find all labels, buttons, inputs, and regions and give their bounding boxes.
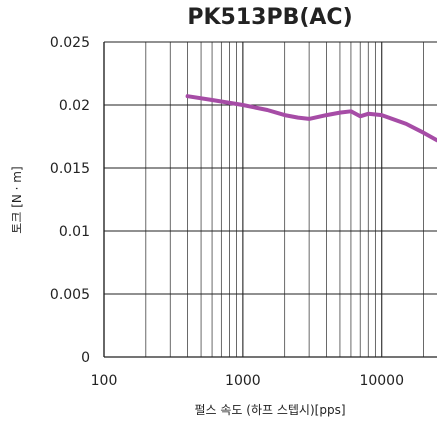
grid [103, 41, 437, 358]
y-tick-label: 0.01 [59, 224, 90, 240]
series-line-torque [185, 94, 437, 143]
chart-title: PK513PB(AC) [187, 5, 352, 30]
y-tick-label: 0.015 [50, 161, 90, 177]
tick-labels: 0 0.005 0.01 0.015 0.02 0.025 100 1000 10000 [50, 35, 404, 389]
y-axis-label: 토크 [N · m] [10, 166, 24, 233]
series-group [185, 94, 437, 143]
x-tick-label: 1000 [225, 373, 261, 389]
y-tick-label: 0 [81, 350, 90, 366]
y-tick-label: 0.025 [50, 35, 90, 51]
x-tick-label: 100 [91, 373, 118, 389]
x-tick-label: 10000 [359, 373, 404, 389]
y-tick-label: 0.005 [50, 287, 90, 303]
y-tick-label: 0.02 [59, 98, 90, 114]
x-axis-label: 펄스 속도 (하프 스텝시)[pps] [194, 403, 345, 417]
